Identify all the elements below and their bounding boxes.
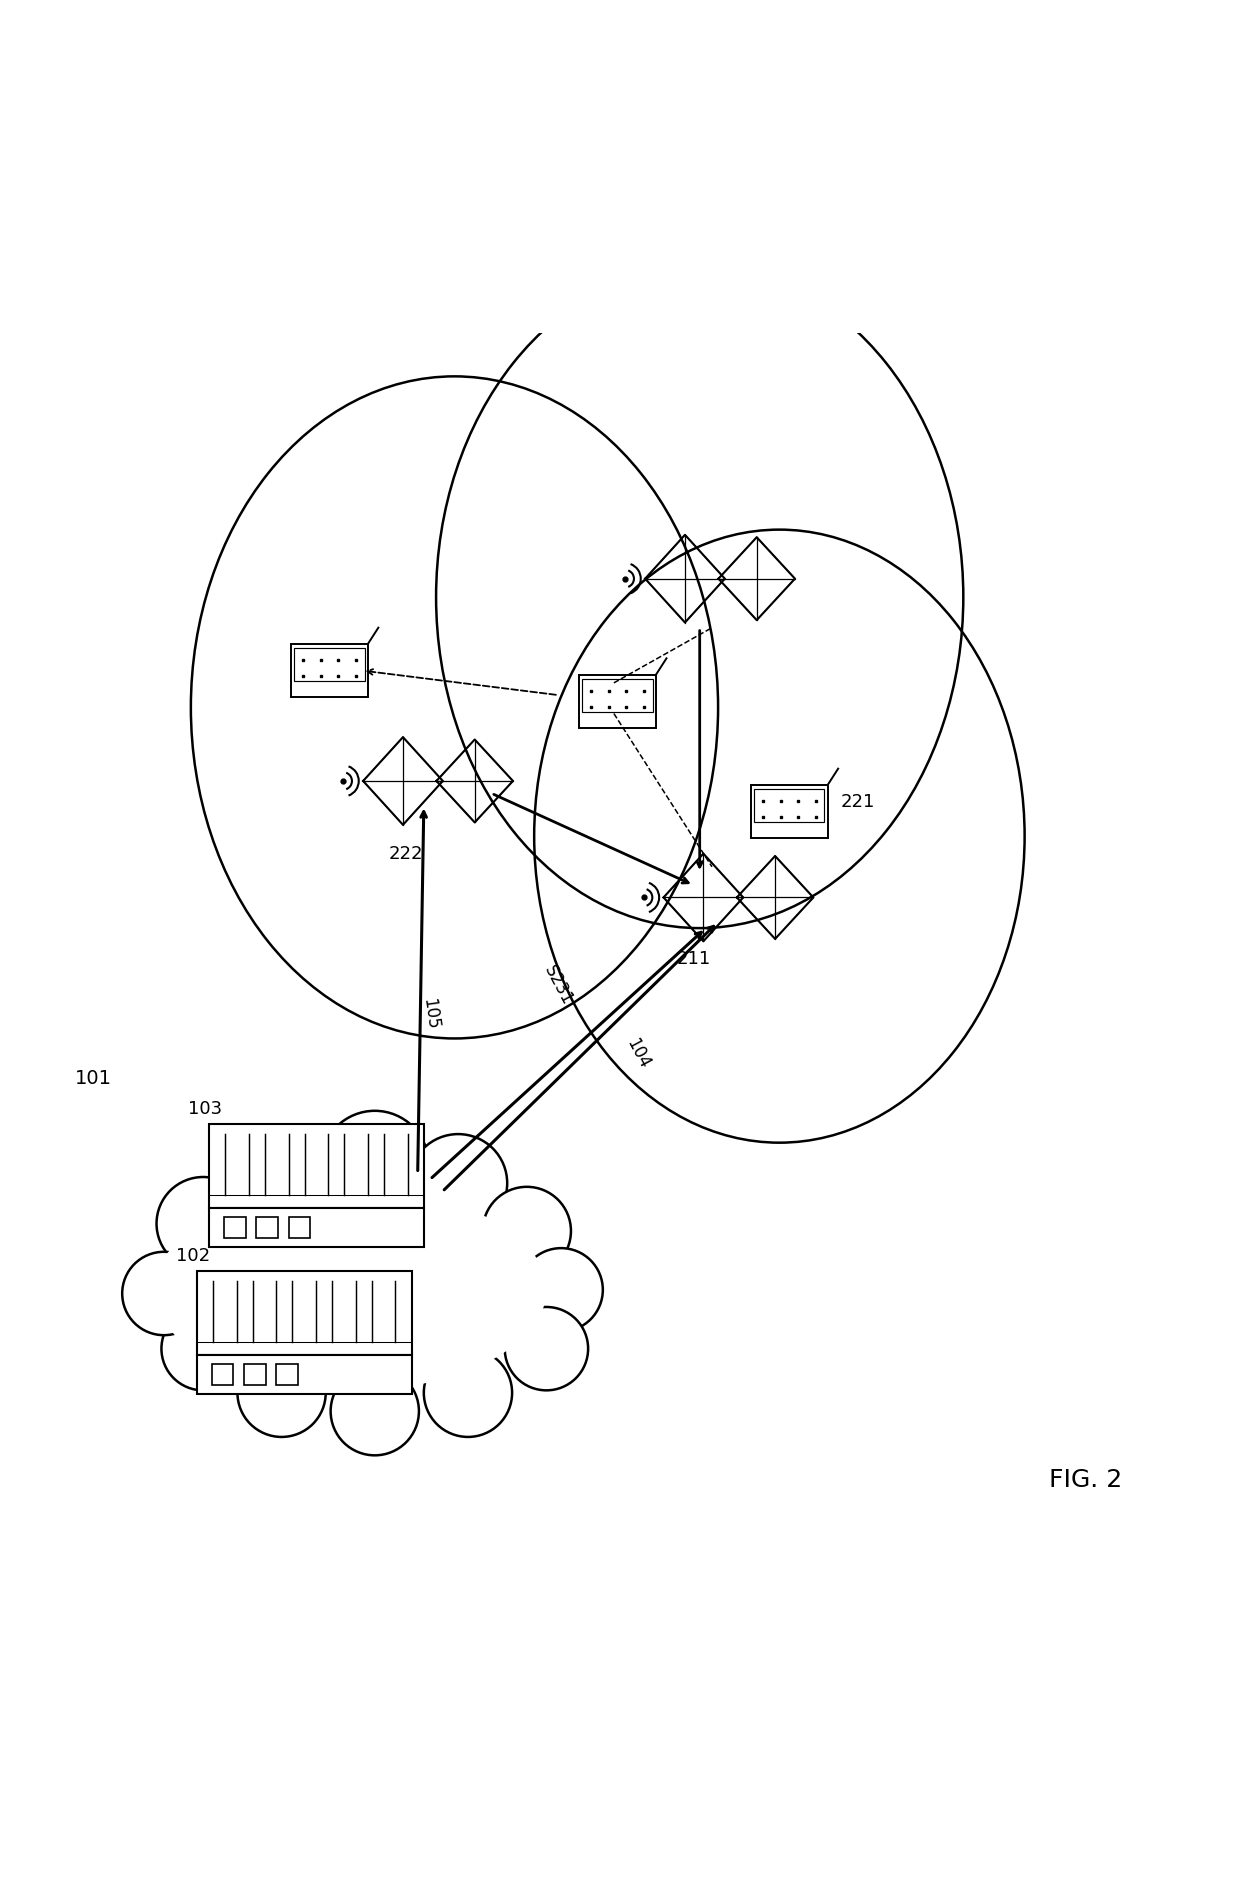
Text: FIG. 2: FIG. 2 [1049, 1467, 1122, 1492]
Circle shape [409, 1134, 507, 1232]
FancyBboxPatch shape [751, 786, 827, 839]
Circle shape [161, 1306, 244, 1389]
Ellipse shape [154, 1189, 547, 1391]
FancyBboxPatch shape [224, 1217, 246, 1238]
FancyBboxPatch shape [277, 1363, 298, 1386]
Text: 222: 222 [388, 844, 423, 863]
FancyBboxPatch shape [289, 1217, 310, 1238]
Circle shape [424, 1348, 512, 1437]
Text: 102: 102 [176, 1247, 211, 1265]
FancyBboxPatch shape [291, 644, 368, 697]
Circle shape [321, 1111, 429, 1219]
Circle shape [520, 1247, 603, 1331]
FancyBboxPatch shape [579, 674, 656, 727]
Circle shape [505, 1306, 588, 1389]
FancyBboxPatch shape [197, 1272, 412, 1355]
Text: S231: S231 [541, 964, 577, 1009]
Circle shape [237, 1348, 326, 1437]
Text: 104: 104 [622, 1035, 653, 1071]
Text: 211: 211 [677, 950, 711, 967]
FancyBboxPatch shape [212, 1363, 233, 1386]
Text: 221: 221 [841, 793, 875, 810]
FancyBboxPatch shape [257, 1217, 278, 1238]
Text: 101: 101 [74, 1068, 112, 1087]
FancyBboxPatch shape [210, 1208, 424, 1247]
FancyBboxPatch shape [197, 1355, 412, 1393]
Circle shape [236, 1128, 339, 1230]
Circle shape [156, 1177, 249, 1270]
Circle shape [482, 1187, 570, 1276]
Text: 105: 105 [419, 998, 441, 1032]
Text: 103: 103 [188, 1100, 222, 1119]
Circle shape [331, 1367, 419, 1456]
Circle shape [123, 1251, 206, 1335]
FancyBboxPatch shape [210, 1124, 424, 1208]
FancyBboxPatch shape [244, 1363, 265, 1386]
